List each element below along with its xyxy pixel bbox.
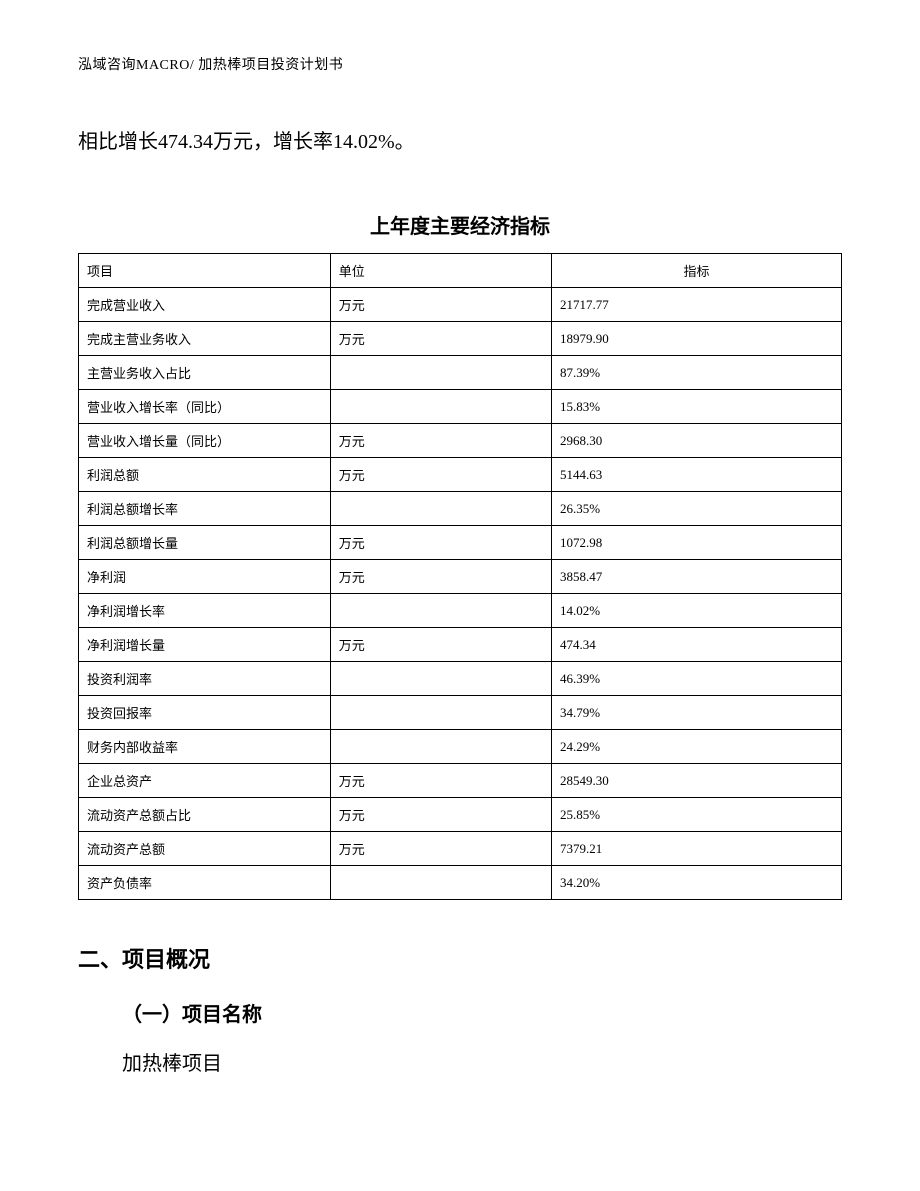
cell-project: 企业总资产: [79, 764, 331, 798]
cell-project: 投资回报率: [79, 696, 331, 730]
cell-project: 主营业务收入占比: [79, 356, 331, 390]
cell-unit: 万元: [330, 526, 551, 560]
cell-project: 完成营业收入: [79, 288, 331, 322]
table-row: 企业总资产万元28549.30: [79, 764, 842, 798]
table-row: 净利润增长量万元474.34: [79, 628, 842, 662]
cell-value: 7379.21: [552, 832, 842, 866]
cell-value: 34.79%: [552, 696, 842, 730]
col-header-unit: 单位: [330, 254, 551, 288]
table-row: 净利润万元3858.47: [79, 560, 842, 594]
cell-project: 利润总额增长量: [79, 526, 331, 560]
cell-unit: [330, 390, 551, 424]
cell-value: 25.85%: [552, 798, 842, 832]
cell-unit: 万元: [330, 322, 551, 356]
cell-value: 14.02%: [552, 594, 842, 628]
subsection-heading: （一）项目名称: [122, 998, 842, 1027]
table-row: 投资利润率 46.39%: [79, 662, 842, 696]
cell-unit: 万元: [330, 628, 551, 662]
cell-unit: [330, 356, 551, 390]
cell-value: 87.39%: [552, 356, 842, 390]
cell-value: 18979.90: [552, 322, 842, 356]
economic-indicators-table: 项目 单位 指标 完成营业收入万元21717.77完成主营业务收入万元18979…: [78, 253, 842, 900]
col-header-metric: 指标: [552, 254, 842, 288]
section-heading: 二、项目概况: [78, 942, 842, 974]
table-row: 完成营业收入万元21717.77: [79, 288, 842, 322]
table-row: 主营业务收入占比 87.39%: [79, 356, 842, 390]
cell-project: 利润总额: [79, 458, 331, 492]
cell-unit: 万元: [330, 424, 551, 458]
cell-value: 474.34: [552, 628, 842, 662]
table-row: 投资回报率 34.79%: [79, 696, 842, 730]
cell-project: 利润总额增长率: [79, 492, 331, 526]
cell-project: 资产负债率: [79, 866, 331, 900]
col-header-project: 项目: [79, 254, 331, 288]
table-row: 营业收入增长率（同比） 15.83%: [79, 390, 842, 424]
cell-project: 流动资产总额: [79, 832, 331, 866]
cell-project: 流动资产总额占比: [79, 798, 331, 832]
cell-value: 34.20%: [552, 866, 842, 900]
cell-unit: 万元: [330, 458, 551, 492]
cell-project: 财务内部收益率: [79, 730, 331, 764]
page-header: 泓域咨询MACRO/ 加热棒项目投资计划书: [78, 54, 842, 74]
cell-project: 净利润增长量: [79, 628, 331, 662]
table-header-row: 项目 单位 指标: [79, 254, 842, 288]
cell-project: 营业收入增长率（同比）: [79, 390, 331, 424]
cell-project: 净利润: [79, 560, 331, 594]
table-row: 流动资产总额占比万元25.85%: [79, 798, 842, 832]
table-row: 利润总额增长率 26.35%: [79, 492, 842, 526]
table-row: 净利润增长率 14.02%: [79, 594, 842, 628]
cell-unit: 万元: [330, 288, 551, 322]
cell-unit: [330, 696, 551, 730]
cell-unit: 万元: [330, 560, 551, 594]
body-paragraph: 相比增长474.34万元，增长率14.02%。: [78, 122, 842, 162]
table-row: 财务内部收益率 24.29%: [79, 730, 842, 764]
cell-value: 46.39%: [552, 662, 842, 696]
cell-unit: [330, 662, 551, 696]
cell-unit: [330, 594, 551, 628]
cell-value: 3858.47: [552, 560, 842, 594]
cell-value: 24.29%: [552, 730, 842, 764]
cell-value: 21717.77: [552, 288, 842, 322]
table-row: 营业收入增长量（同比）万元2968.30: [79, 424, 842, 458]
table-title: 上年度主要经济指标: [78, 210, 842, 239]
cell-project: 完成主营业务收入: [79, 322, 331, 356]
project-name-text: 加热棒项目: [122, 1047, 842, 1076]
cell-value: 5144.63: [552, 458, 842, 492]
cell-value: 15.83%: [552, 390, 842, 424]
table-row: 利润总额增长量万元1072.98: [79, 526, 842, 560]
cell-project: 投资利润率: [79, 662, 331, 696]
table-row: 利润总额万元5144.63: [79, 458, 842, 492]
table-row: 流动资产总额万元7379.21: [79, 832, 842, 866]
table-row: 资产负债率 34.20%: [79, 866, 842, 900]
cell-unit: 万元: [330, 764, 551, 798]
cell-value: 1072.98: [552, 526, 842, 560]
cell-unit: 万元: [330, 832, 551, 866]
cell-value: 2968.30: [552, 424, 842, 458]
table-row: 完成主营业务收入万元18979.90: [79, 322, 842, 356]
cell-unit: [330, 730, 551, 764]
cell-unit: [330, 866, 551, 900]
cell-project: 净利润增长率: [79, 594, 331, 628]
cell-value: 26.35%: [552, 492, 842, 526]
cell-value: 28549.30: [552, 764, 842, 798]
cell-project: 营业收入增长量（同比）: [79, 424, 331, 458]
cell-unit: [330, 492, 551, 526]
cell-unit: 万元: [330, 798, 551, 832]
